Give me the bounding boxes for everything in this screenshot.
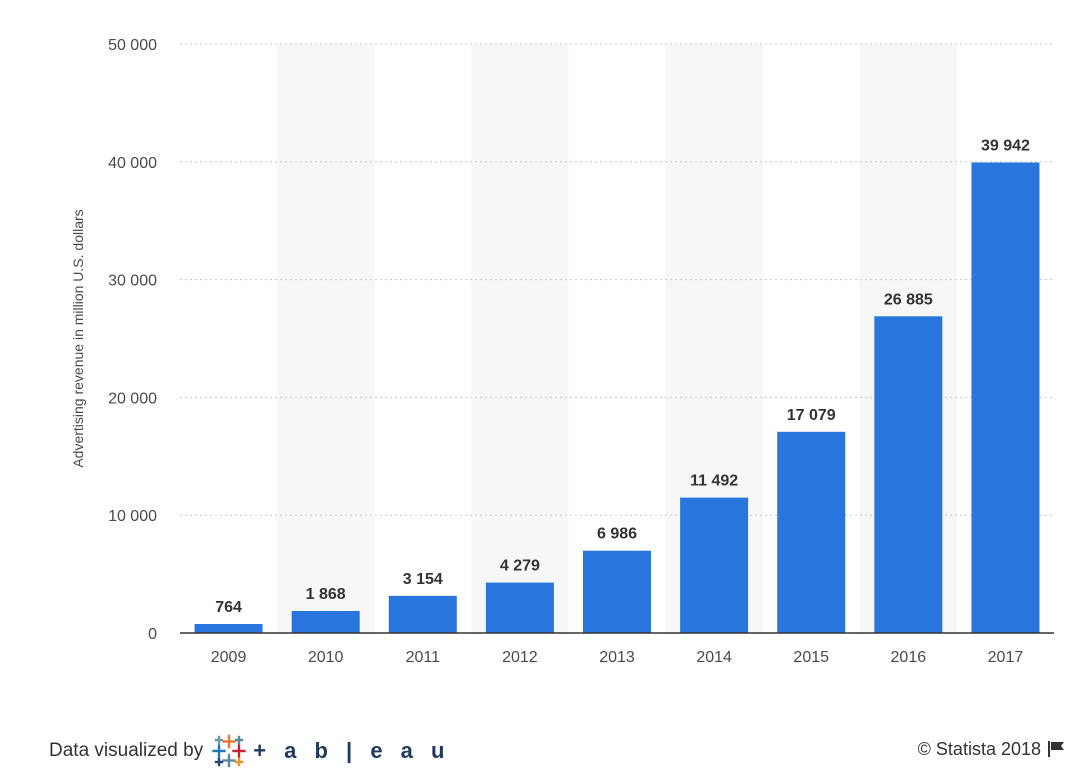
x-tick-label: 2014: [696, 649, 732, 666]
bar: [485, 582, 554, 633]
data-label: 11 492: [690, 473, 738, 490]
data-label: 4 279: [500, 558, 540, 575]
data-label: 1 868: [306, 586, 346, 603]
x-tick-label: 2010: [308, 649, 344, 666]
y-tick-label: 0: [148, 626, 157, 643]
x-tick-label: 2011: [406, 649, 441, 666]
tableau-wordmark: + a b | e a u: [253, 738, 451, 763]
footer-copyright[interactable]: © Statista 2018: [918, 736, 1065, 762]
bar: [874, 316, 943, 633]
y-tick-label: 50 000: [108, 37, 157, 54]
bar: [194, 624, 263, 633]
credit-text: Data visualized by: [49, 740, 204, 761]
copyright-text: © Statista 2018: [917, 738, 1041, 759]
data-label: 6 986: [597, 526, 637, 543]
y-tick-label: 30 000: [108, 273, 157, 290]
data-label: 3 154: [403, 571, 443, 588]
data-label: 764: [215, 599, 242, 616]
flag-icon: [1047, 740, 1065, 758]
y-axis-title: Advertising revenue in million U.S. doll…: [70, 209, 86, 467]
data-label: 26 885: [884, 291, 933, 308]
bar: [291, 610, 360, 633]
bar: [388, 595, 457, 633]
y-tick-label: 40 000: [108, 155, 157, 172]
bar: [777, 431, 846, 633]
x-tick-label: 2012: [502, 649, 538, 666]
y-tick-label: 20 000: [108, 390, 157, 407]
x-tick-label: 2013: [599, 649, 635, 666]
x-tick-label: 2016: [891, 649, 927, 666]
data-label: 39 942: [981, 137, 1030, 154]
background-band: [471, 44, 569, 633]
data-label: 17 079: [787, 407, 836, 424]
y-tick-label: 10 000: [108, 508, 157, 525]
bar: [583, 550, 651, 633]
bar: [680, 497, 749, 633]
background-band: [277, 44, 375, 633]
x-tick-label: 2015: [793, 649, 829, 666]
tableau-logo-icon: [211, 733, 247, 769]
x-tick-label: 2017: [988, 649, 1024, 666]
x-tick-label: 2009: [211, 649, 247, 666]
footer-credit[interactable]: Data visualized by + a b: [49, 733, 451, 769]
bar-chart: 0 10 000 20 000 30 000 40 000 50 000 764 2009 1 …: [70, 37, 1054, 666]
bar: [971, 162, 1040, 633]
